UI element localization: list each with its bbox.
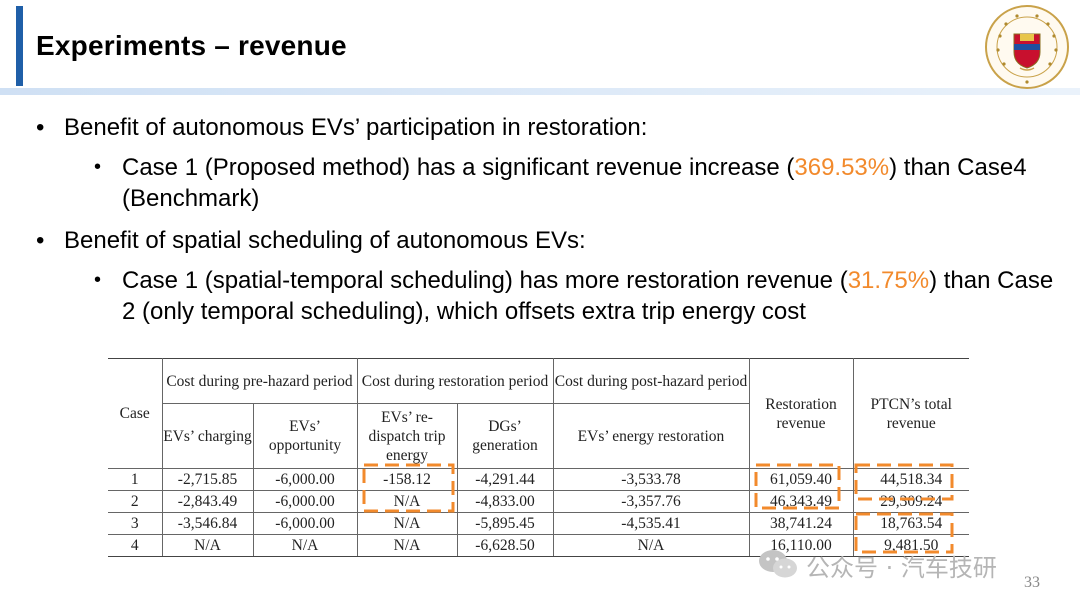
bullet-text: Benefit of spatial scheduling of autonom… [64,227,586,254]
table-row: 1 -2,715.85 -6,000.00 -158.12 -4,291.44 … [108,468,969,491]
header-case: Case [108,358,163,469]
table-cell: -6,000.00 [252,512,358,535]
university-logo-icon [985,5,1069,89]
title-accent-bar [16,6,23,86]
header-restoration-cost: Cost during restoration period [356,358,554,404]
watermark-text: 公众号 · 汽车技研 [806,554,997,582]
table-cell: N/A [356,512,458,535]
sub-bullet-text: Case 1 (Proposed method) has a significa… [122,154,1027,212]
table-cell: 9,481.50 [852,534,969,557]
subheader-evs-energy-restoration: EVs’ energy restoration [552,403,750,469]
table-row: 3 -3,546.84 -6,000.00 N/A -5,895.45 -4,5… [108,512,969,535]
table-cell: N/A [161,534,254,557]
title-divider [0,88,1080,95]
bullet-dot: • [36,114,45,141]
table-row: 4 N/A N/A N/A -6,628.50 N/A 16,110.00 9,… [108,534,969,557]
table-cell: 44,518.34 [852,468,969,491]
bullet-text: Benefit of autonomous EVs’ participation… [64,114,648,141]
page-number: 33 [1024,574,1040,591]
slide-title: Experiments – revenue [36,30,347,61]
dashed-box-total-revenue-lower [854,512,954,554]
table-cell: -2,715.85 [161,468,254,491]
table-header-row: Case Cost during pre-hazard period Cost … [108,358,969,469]
table-row: 2 -2,843.49 -6,000.00 N/A -4,833.00 -3,3… [108,490,969,513]
subheader-evs-opportunity: EVs’ opportunity [252,403,358,469]
dashed-box-redispatch [362,463,455,513]
table-cell: -3,533.78 [552,468,750,491]
table-cell: N/A [552,534,750,557]
table-cell: -158.12 [356,468,458,491]
table-cell: 61,059.40 [748,468,854,491]
table-cell: N/A [356,490,458,513]
highlight-percent: 369.53% [794,154,890,181]
table-cell: -5,895.45 [456,512,554,535]
header-pre-hazard: Cost during pre-hazard period [161,358,358,404]
table-cell: N/A [252,534,358,557]
table-subheader-row: EVs’ charging EVs’ opportunity EVs’ re-d… [108,403,969,469]
header-restoration-revenue: Restoration revenue [748,358,854,469]
bullet-dot: • [94,156,102,178]
table-cell: -4,291.44 [456,468,554,491]
bullet-dot: • [94,269,102,291]
wechat-icon [759,550,797,578]
bullet-dot: • [36,227,45,254]
table-cell: 29,309.24 [852,490,969,513]
highlight-percent: 31.75% [847,267,930,294]
table-cell: -3,357.76 [552,490,750,513]
table-cell: -6,000.00 [252,490,358,513]
table-cell: -6,000.00 [252,468,358,491]
revenue-table: Case Cost during pre-hazard period Cost … [108,358,969,557]
table-cell: 38,741.24 [748,512,854,535]
sub-bullet-text: Case 1 (spatial-temporal scheduling) has… [122,267,1054,325]
table-cell: -4,833.00 [456,490,554,513]
subheader-evs-charging: EVs’ charging [161,403,254,469]
table-cell: 18,763.54 [852,512,969,535]
table-cell: -4,535.41 [552,512,750,535]
dashed-box-restoration-revenue [754,463,841,510]
subheader-evs-redispatch: EVs’ re-dispatch trip energy [356,403,458,469]
table-cell: -3,546.84 [161,512,254,535]
dashed-box-total-revenue [854,463,954,501]
header-post-hazard: Cost during post-hazard period [552,358,750,404]
header-total-revenue: PTCN’s total revenue [852,358,969,469]
table-cell: -6,628.50 [456,534,554,557]
